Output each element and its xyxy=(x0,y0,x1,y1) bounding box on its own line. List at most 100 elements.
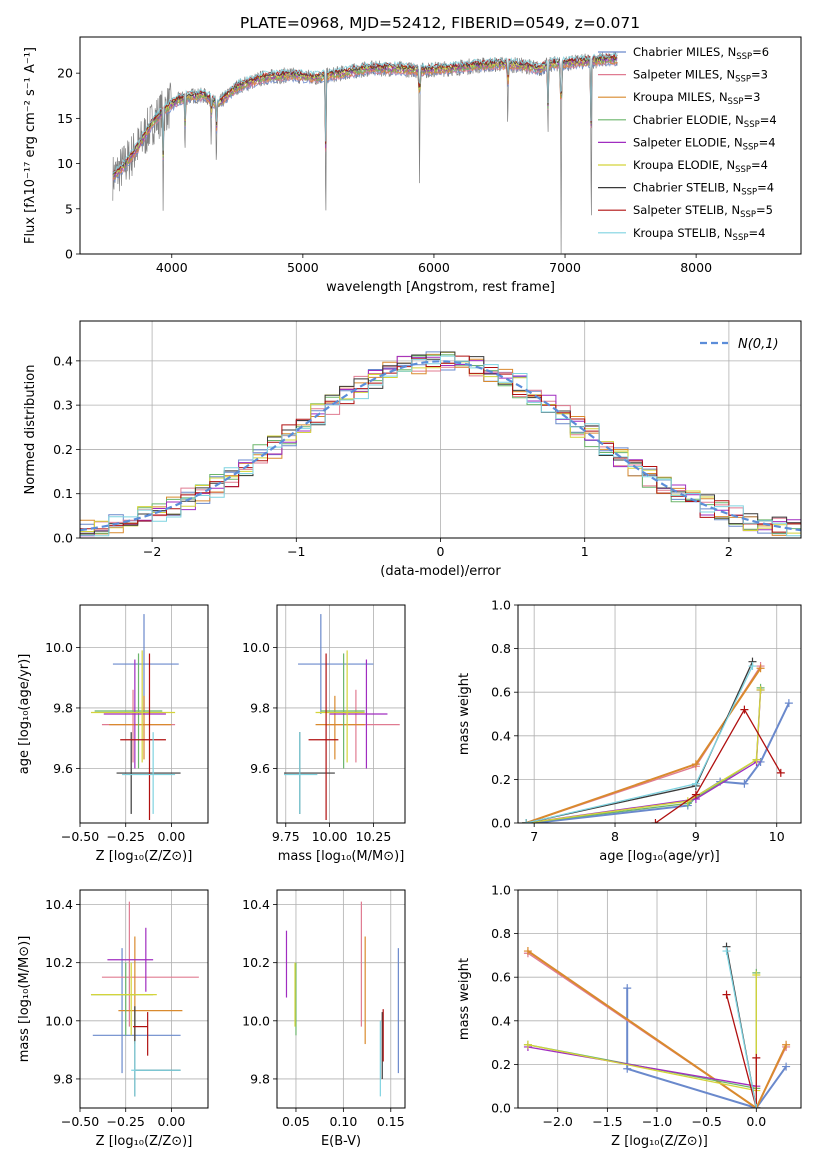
tick-label-y: 0.4 xyxy=(491,728,511,743)
legend-entry: Salpeter STELIB, NSSP=5 xyxy=(633,203,773,220)
plot-area xyxy=(90,901,199,1097)
tick-label-x: 10 xyxy=(769,829,785,844)
x-axis-label: wavelength [Angstrom, rest frame] xyxy=(326,280,555,295)
tick-label-x: 9 xyxy=(692,829,700,844)
y-axis-label: Flux [fλ10⁻¹⁷ erg cm⁻² s⁻¹ A⁻¹] xyxy=(23,47,38,244)
mass-weight-line xyxy=(525,665,762,823)
model-fit-line xyxy=(112,52,618,174)
panel-mass-vs-EBV: 0.05 0.10 0.15 9.8 10.0 10.2 10.4 E(B-V) xyxy=(242,889,406,1149)
figure-title: PLATE=0968, MJD=52412, FIBERID=0549, z=0… xyxy=(240,14,640,32)
axes-frame xyxy=(276,604,406,824)
tick-label-y: 0.2 xyxy=(491,772,511,787)
legend-entry: Salpeter MILES, NSSP=3 xyxy=(633,68,768,85)
tick-label-x: −2 xyxy=(143,544,161,559)
legend-entry-gaussian: N(0,1) xyxy=(738,337,779,352)
plot-area xyxy=(522,657,793,823)
tick-label-y: 10.4 xyxy=(45,897,73,912)
y-axis-label: mass weight xyxy=(457,673,472,755)
tick-label-x: −0.25 xyxy=(107,829,145,844)
tick-label-y: 9.8 xyxy=(53,700,73,715)
axes-frame xyxy=(517,604,802,824)
data-point-marker xyxy=(722,990,731,999)
tick-label-x: 0.00 xyxy=(158,829,186,844)
tick-label-y: 0 xyxy=(65,247,73,262)
plot-area xyxy=(80,351,801,537)
tick-label-y: 10.4 xyxy=(242,897,270,912)
axes-frame xyxy=(79,604,209,824)
observed-spectrum xyxy=(112,51,618,254)
tick-label-y: 5 xyxy=(65,201,73,216)
data-point-marker xyxy=(523,1040,532,1049)
x-axis-label: mass [log₁₀(M/M⊙)] xyxy=(278,849,405,864)
y-axis-label: Normed distribution xyxy=(23,365,38,495)
x-axis-label: age [log₁₀(age/yr)] xyxy=(599,849,720,864)
tick-label-y: 20 xyxy=(57,66,73,81)
y-axis-label: mass [log₁₀(M/M⊙)] xyxy=(17,936,32,1063)
mass-weight-line xyxy=(626,988,787,1108)
tick-label-y: 9.8 xyxy=(250,1071,270,1086)
tick-label-y: 0.3 xyxy=(53,398,73,413)
tick-label-x: −0.25 xyxy=(107,1114,145,1129)
x-axis-label: E(B-V) xyxy=(321,1134,361,1149)
mass-weight-line xyxy=(526,689,762,823)
tick-label-y: 0.0 xyxy=(491,1101,511,1116)
data-point-marker xyxy=(683,797,692,806)
histogram-steps xyxy=(80,355,801,537)
tick-label-y: 10 xyxy=(57,156,73,171)
panel-age-vs-Z: −0.50 −0.25 0.00 9.6 9.8 10.0 Z [log₁₀(Z/Z⊙)] a… xyxy=(17,604,209,864)
tick-label-x: −0.5 xyxy=(691,1114,721,1129)
tick-label-y: 10.2 xyxy=(242,955,270,970)
tick-label-y: 10.0 xyxy=(45,640,73,655)
tick-label-x: 0.0 xyxy=(746,1114,766,1129)
tick-label-x: 10.00 xyxy=(312,829,348,844)
tick-label-x: −2.0 xyxy=(543,1114,573,1129)
data-point-marker xyxy=(756,664,765,673)
data-point-marker xyxy=(740,779,749,788)
tick-label-x: 0.10 xyxy=(329,1114,357,1129)
tick-label-x: 5000 xyxy=(287,260,319,275)
legend-entry: Kroupa STELIB, NSSP=4 xyxy=(633,226,765,243)
tick-label-x: 7 xyxy=(530,829,538,844)
data-point-marker xyxy=(752,755,761,764)
data-point-marker xyxy=(651,819,660,823)
model-fit-line xyxy=(112,57,618,178)
mass-weight-line xyxy=(526,687,762,823)
data-point-marker xyxy=(752,1053,761,1062)
tick-label-y: 1.0 xyxy=(491,883,511,898)
panel-massweight-vs-Z: −2.0 −1.5 −1.0 −0.5 0.0 0.0 0.2 0.4 0.6 0.8 1.0 Z [… xyxy=(457,883,802,1149)
panel-age-vs-mass: 9.75 10.00 10.25 9.6 9.8 10.0 mass [log₁₀(M/M⊙… xyxy=(242,604,406,864)
data-point-marker xyxy=(522,819,531,823)
data-point-marker xyxy=(752,971,761,980)
data-point-marker xyxy=(782,1040,791,1049)
histogram-steps xyxy=(80,356,801,535)
data-point-marker xyxy=(756,686,765,695)
legend-entry: Chabrier MILES, NSSP=6 xyxy=(633,45,769,62)
tick-label-y: 0.0 xyxy=(53,531,73,546)
tick-label-y: 1.0 xyxy=(491,598,511,613)
tick-label-y: 10.0 xyxy=(242,1013,270,1028)
tick-label-y: 9.8 xyxy=(53,1071,73,1086)
tick-label-x: 0 xyxy=(437,544,445,559)
plot-area xyxy=(523,942,791,1108)
model-fit-line xyxy=(112,60,618,184)
tick-label-y: 0.8 xyxy=(491,641,511,656)
tick-label-y: 0.2 xyxy=(491,1057,511,1072)
x-axis-label: Z [log₁₀(Z/Z⊙)] xyxy=(96,1134,193,1149)
mass-weight-line xyxy=(525,661,754,823)
mass-weight-line xyxy=(527,950,788,1108)
data-point-marker xyxy=(691,790,700,799)
mass-weight-line xyxy=(655,708,782,823)
tick-label-x: 0.15 xyxy=(377,1114,405,1129)
tick-label-y: 0.6 xyxy=(491,685,511,700)
tick-label-x: −1 xyxy=(287,544,305,559)
panel-massweight-vs-age: 7 8 9 10 0.0 0.2 0.4 0.6 0.8 1.0 age [log₁₀(age/yr… xyxy=(457,598,802,864)
tick-label-y: 10.0 xyxy=(242,640,270,655)
tick-label-x: −1.0 xyxy=(642,1114,672,1129)
tick-label-y: 10.2 xyxy=(45,955,73,970)
y-axis-label: age [log₁₀(age/yr)] xyxy=(17,654,32,775)
tick-label-x: 8000 xyxy=(680,260,712,275)
panel-spectrum: 4000 5000 6000 7000 8000 0 5 10 15 20 wavelength [… xyxy=(23,36,802,295)
data-point-marker xyxy=(691,760,700,769)
